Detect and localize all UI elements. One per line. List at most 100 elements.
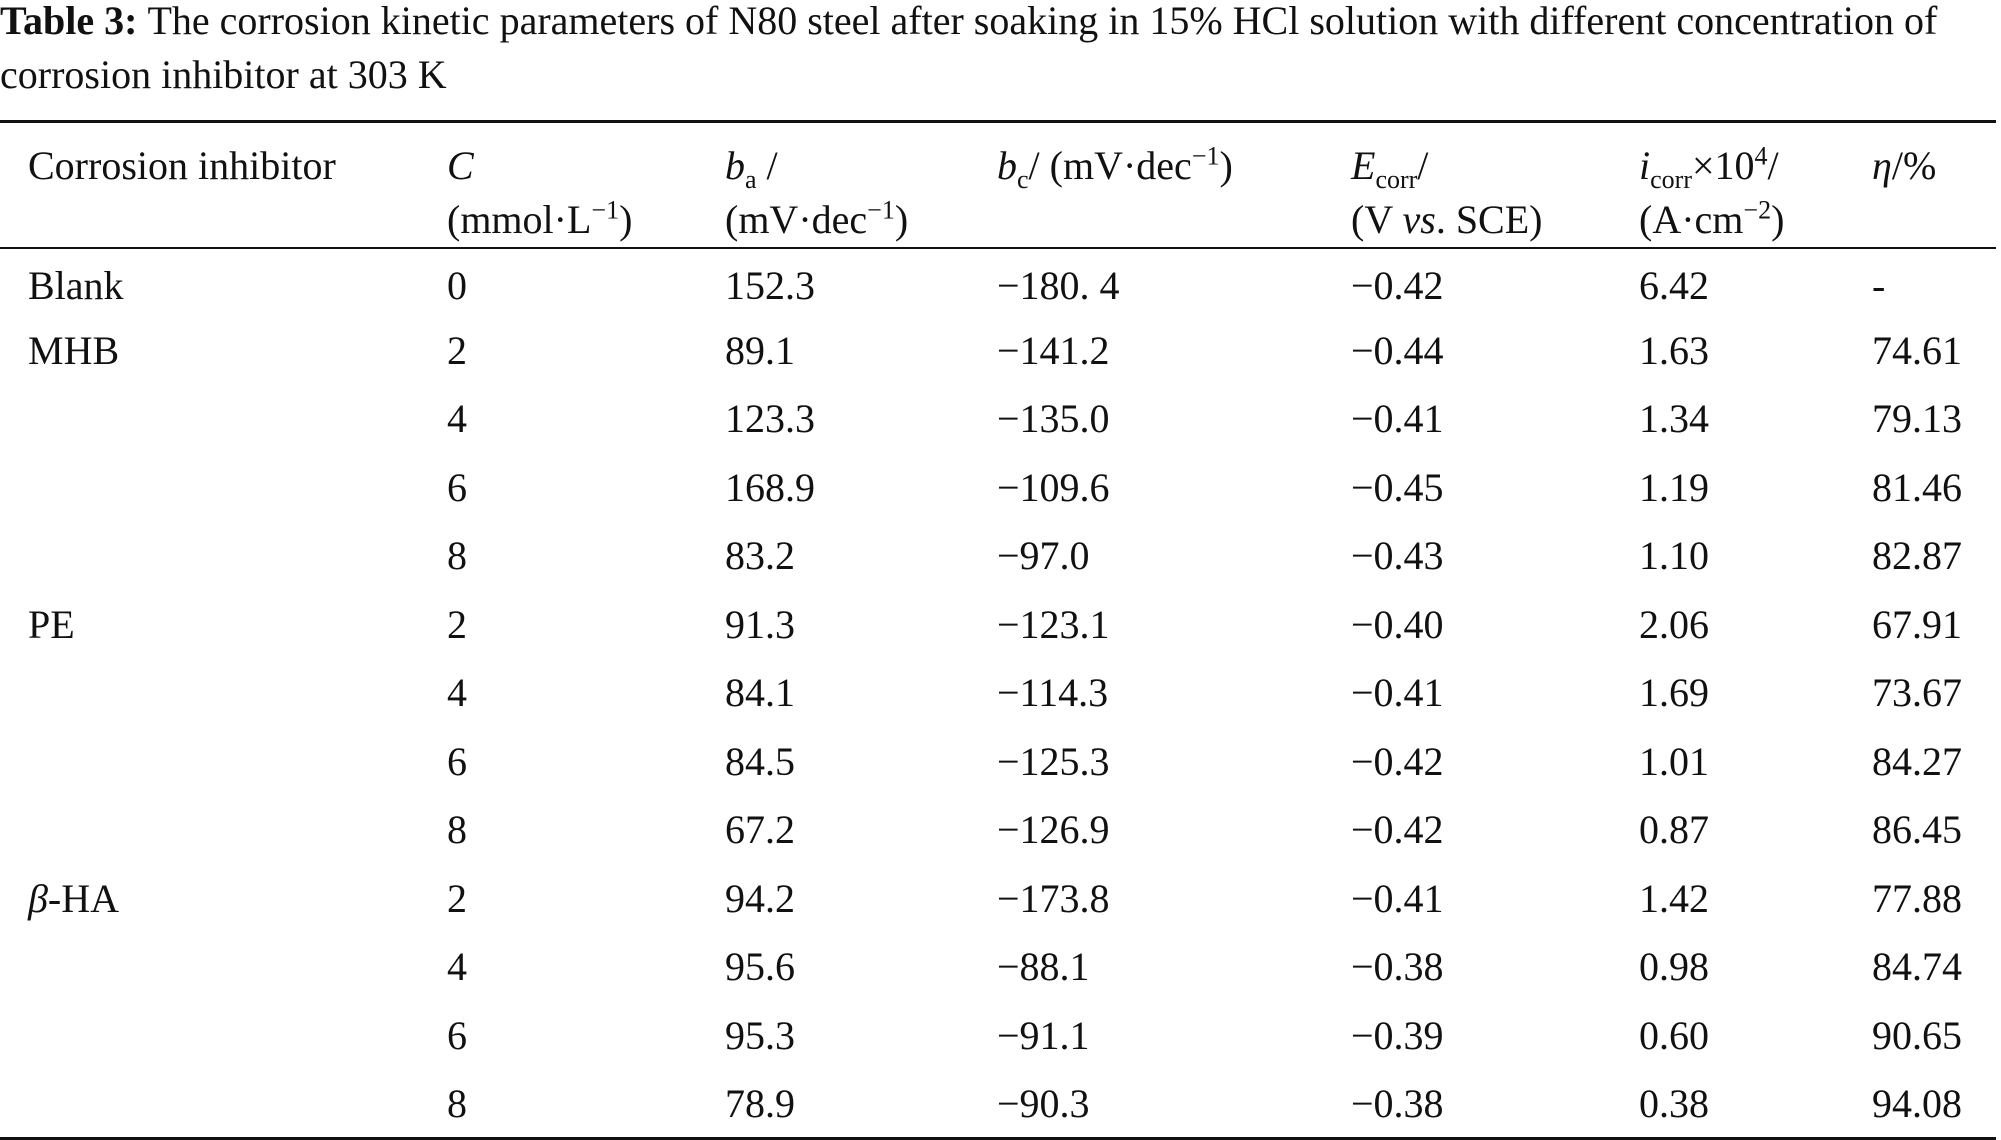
cell-eta: 86.45 <box>1872 807 1962 853</box>
header-concentration: C (mmol·L−1) <box>447 122 725 249</box>
header-icorr-symbol: i <box>1639 143 1651 188</box>
header-inhibitor-text: Corrosion inhibitor <box>28 143 336 188</box>
cell-icorr: 1.63 <box>1639 327 1709 373</box>
header-eta: η/% <box>1872 122 1996 249</box>
cell-ecorr: −0.41 <box>1351 875 1444 921</box>
header-ba-unit-post: ) <box>894 197 909 242</box>
header-bc-unit-pre: / (mV·dec <box>1028 143 1192 188</box>
table-row: β-HA 2 94.2 −173.8 −0.41 1.42 77.88 <box>0 865 1996 934</box>
cell-eta: 73.67 <box>1872 670 1962 716</box>
cell-bc: −141.2 <box>997 327 1110 373</box>
header-c-line2: (mmol·L−1) <box>447 193 725 247</box>
header-bc-line1: bc/ (mV·dec−1) <box>997 139 1351 193</box>
cell-ba: 83.2 <box>725 533 795 579</box>
table-row: MHB 2 89.1 −141.2 −0.44 1.63 74.61 <box>0 317 1996 386</box>
table-row: 6 95.3 −91.1 −0.39 0.60 90.65 <box>0 1002 1996 1071</box>
header-eta-unit: /% <box>1891 143 1937 188</box>
header-ecorr-line2: (V vs. SCE) <box>1351 193 1639 247</box>
cell-ba: 89.1 <box>725 327 795 373</box>
cell-ecorr: −0.42 <box>1351 738 1444 784</box>
cell-icorr: 1.69 <box>1639 670 1709 716</box>
cell-inhibitor <box>0 454 447 523</box>
cell-ba: 78.9 <box>725 1080 795 1126</box>
cell-ba: 152.3 <box>725 262 815 308</box>
cell-concentration: 2 <box>447 327 467 373</box>
cell-eta: 82.87 <box>1872 533 1962 579</box>
header-icorr-sup: 4 <box>1754 141 1768 171</box>
cell-concentration: 6 <box>447 738 467 784</box>
cell-bc: −173.8 <box>997 875 1110 921</box>
cell-inhibitor <box>0 659 447 728</box>
table-row: Blank 0 152.3 −180. 4 −0.42 6.42 - <box>0 248 1996 317</box>
cell-eta: - <box>1872 262 1886 308</box>
cell-eta: 67.91 <box>1872 601 1962 647</box>
header-c-unit-pre: (mmol·L <box>447 197 592 242</box>
cell-inhibitor <box>0 728 447 797</box>
cell-ba: 67.2 <box>725 807 795 853</box>
cell-bc: −123.1 <box>997 601 1110 647</box>
header-ecorr-slash: / <box>1417 143 1429 188</box>
cell-eta: 74.61 <box>1872 327 1962 373</box>
cell-ba: 168.9 <box>725 464 815 510</box>
header-c-unit-sup: −1 <box>591 195 620 225</box>
table-row: 6 84.5 −125.3 −0.42 1.01 84.27 <box>0 728 1996 797</box>
caption-text: The corrosion kinetic parameters of N80 … <box>0 0 1938 97</box>
header-corrosion-inhibitor: Corrosion inhibitor <box>0 122 447 249</box>
table-row: 4 84.1 −114.3 −0.41 1.69 73.67 <box>0 659 1996 728</box>
header-ecorr: Ecorr/ (V vs. SCE) <box>1351 122 1639 249</box>
cell-eta: 81.46 <box>1872 464 1962 510</box>
table-row: 6 168.9 −109.6 −0.45 1.19 81.46 <box>0 454 1996 523</box>
cell-inhibitor: PE <box>28 601 75 647</box>
cell-ecorr: −0.38 <box>1351 1080 1444 1126</box>
table-row: 8 67.2 −126.9 −0.42 0.87 86.45 <box>0 796 1996 865</box>
header-icorr-sub: corr <box>1650 165 1692 194</box>
cell-bc: −97.0 <box>997 533 1090 579</box>
cell-bc: −125.3 <box>997 738 1110 784</box>
cell-bc: −91.1 <box>997 1012 1090 1058</box>
header-ba-unit-pre: (mV·dec <box>725 197 868 242</box>
header-c-unit-post: ) <box>619 197 633 242</box>
header-ecorr-unit-vs: vs <box>1402 197 1436 242</box>
cell-concentration: 6 <box>447 1012 467 1058</box>
header-ba-unit-sup: −1 <box>867 195 895 225</box>
cell-ecorr: −0.38 <box>1351 944 1444 990</box>
header-bc-unit-post: ) <box>1219 143 1233 188</box>
header-icorr-unit-sup: −2 <box>1743 195 1772 225</box>
cell-ecorr: −0.43 <box>1351 533 1444 579</box>
cell-icorr: 1.34 <box>1639 396 1709 442</box>
table-row: 8 83.2 −97.0 −0.43 1.10 82.87 <box>0 522 1996 591</box>
cell-bc: −88.1 <box>997 944 1090 990</box>
cell-concentration: 6 <box>447 464 467 510</box>
header-bc: bc/ (mV·dec−1) <box>997 122 1351 249</box>
inhibitor-name-rest: -HA <box>47 875 120 921</box>
header-icorr-unit-pre: (A·cm <box>1639 197 1744 242</box>
cell-inhibitor <box>0 1002 447 1071</box>
header-ecorr-unit-post: . SCE) <box>1435 197 1543 242</box>
header-ecorr-symbol: E <box>1351 143 1376 188</box>
cell-ecorr: −0.41 <box>1351 670 1444 716</box>
header-icorr: icorr×104/ (A·cm−2) <box>1639 122 1872 249</box>
cell-icorr: 1.01 <box>1639 738 1709 784</box>
cell-ecorr: −0.42 <box>1351 262 1444 308</box>
cell-icorr: 1.10 <box>1639 533 1709 579</box>
cell-inhibitor <box>0 796 447 865</box>
cell-icorr: 0.98 <box>1639 944 1709 990</box>
header-eta-symbol: η <box>1872 143 1892 188</box>
cell-ecorr: −0.40 <box>1351 601 1444 647</box>
cell-ba: 91.3 <box>725 601 795 647</box>
cell-ecorr: −0.39 <box>1351 1012 1444 1058</box>
cell-inhibitor <box>0 933 447 1002</box>
cell-concentration: 2 <box>447 601 467 647</box>
cell-concentration: 4 <box>447 396 467 442</box>
cell-icorr: 0.87 <box>1639 807 1709 853</box>
cell-concentration: 8 <box>447 807 467 853</box>
kinetic-parameters-table-container: Corrosion inhibitor C (mmol·L−1) ba / (m… <box>0 120 1996 1140</box>
cell-eta: 79.13 <box>1872 396 1962 442</box>
header-bc-unit-sup: −1 <box>1191 141 1220 171</box>
cell-concentration: 8 <box>447 1080 467 1126</box>
table-caption: Table 3: The corrosion kinetic parameters… <box>0 0 1995 102</box>
caption-label: Table 3: <box>0 0 138 43</box>
header-ecorr-line1: Ecorr/ <box>1351 139 1639 193</box>
cell-ba: 84.1 <box>725 670 795 716</box>
table-body: Blank 0 152.3 −180. 4 −0.42 6.42 - MHB 2 89.1 −141… <box>0 248 1996 1139</box>
